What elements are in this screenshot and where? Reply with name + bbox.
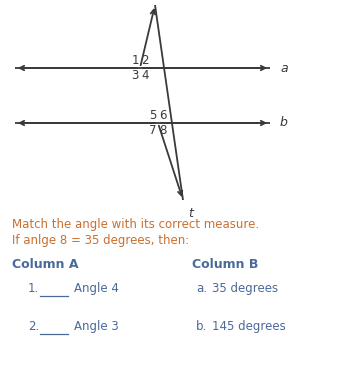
Text: If anlge 8 = 35 degrees, then:: If anlge 8 = 35 degrees, then:	[12, 234, 189, 247]
Text: t: t	[188, 207, 193, 220]
Text: b.: b.	[196, 320, 207, 333]
Text: b: b	[280, 117, 288, 129]
Text: 145 degrees: 145 degrees	[212, 320, 286, 333]
Text: 8: 8	[159, 124, 166, 137]
Text: Column A: Column A	[12, 258, 79, 271]
Text: 35 degrees: 35 degrees	[212, 282, 278, 295]
Text: Angle 3: Angle 3	[74, 320, 119, 333]
Text: 1.: 1.	[28, 282, 39, 295]
Text: 4: 4	[141, 69, 149, 82]
Text: 2: 2	[141, 54, 149, 67]
Text: a: a	[280, 62, 287, 74]
Text: 1: 1	[131, 54, 139, 67]
Text: Match the angle with its correct measure.: Match the angle with its correct measure…	[12, 218, 259, 231]
Text: 5: 5	[150, 109, 157, 122]
Text: 3: 3	[132, 69, 139, 82]
Text: a.: a.	[196, 282, 207, 295]
Text: Angle 4: Angle 4	[74, 282, 119, 295]
Text: 7: 7	[150, 124, 157, 137]
Text: 2.: 2.	[28, 320, 39, 333]
Text: Column B: Column B	[192, 258, 258, 271]
Text: 6: 6	[159, 109, 166, 122]
